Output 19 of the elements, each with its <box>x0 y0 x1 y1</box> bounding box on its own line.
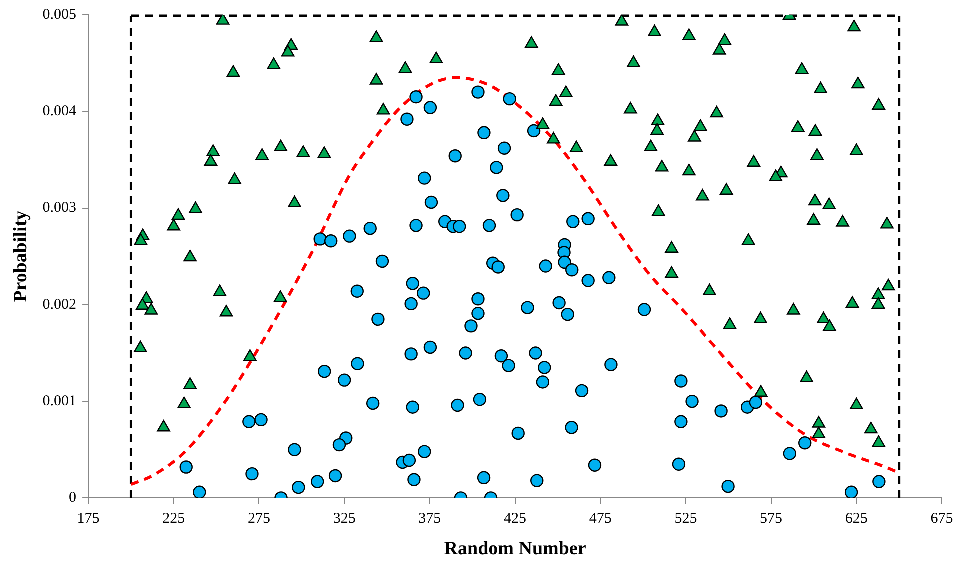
x-tick-label: 225 <box>162 511 186 528</box>
x-tick-label: 375 <box>418 511 442 528</box>
y-axis-title: Probability <box>10 210 32 302</box>
x-tick-label: 525 <box>674 511 698 528</box>
y-tick-label: 0 <box>69 490 77 506</box>
y-tick-label: 0.005 <box>42 6 77 23</box>
x-tick-label: 175 <box>77 511 100 528</box>
x-tick-label: 275 <box>248 511 270 528</box>
x-tick-label: 325 <box>333 511 356 528</box>
y-tick-label: 0.002 <box>42 296 77 313</box>
x-tick-label: 425 <box>504 511 527 528</box>
y-tick-label: 0.001 <box>42 393 77 410</box>
x-tick-label: 475 <box>589 511 612 528</box>
x-tick-label: 575 <box>760 511 783 528</box>
x-axis-title: Random Number <box>444 538 587 560</box>
x-tick-label: 675 <box>930 511 954 528</box>
y-tick-label: 0.003 <box>42 200 77 216</box>
y-tick-label: 0.004 <box>42 104 78 120</box>
x-tick-label: 625 <box>845 511 868 528</box>
